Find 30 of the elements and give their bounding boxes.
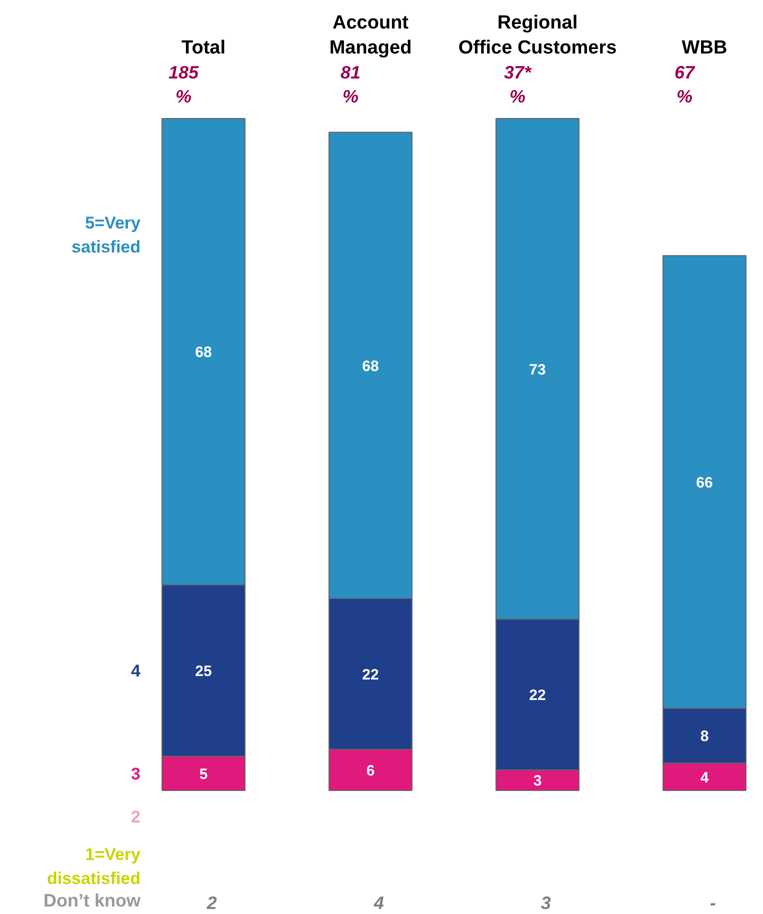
data-label: 3	[533, 772, 542, 790]
x-tick-label: Total	[182, 38, 226, 58]
data-label: 5	[199, 766, 208, 783]
data-label: 68	[362, 358, 379, 375]
data-label: 68	[195, 344, 212, 362]
data-label: 73	[529, 361, 546, 378]
data-label: 25	[195, 663, 212, 680]
text: Don’t know	[44, 890, 142, 910]
text: 81 %	[340, 62, 360, 106]
text: 2	[206, 893, 217, 913]
series-label: 3	[131, 764, 141, 784]
text: 4	[372, 893, 384, 913]
text: -	[710, 893, 716, 913]
x-tick-label: WBB	[682, 38, 728, 58]
x-tick-label: Regional Office Customers	[458, 12, 617, 58]
data-label: 22	[362, 666, 379, 684]
text: 67 %	[674, 62, 696, 106]
text: 37* %	[504, 62, 532, 106]
series-label: 4	[131, 662, 142, 680]
data-label: 6	[366, 762, 375, 780]
data-label: 66	[696, 474, 713, 492]
series-label: 5=Very satisfied	[72, 214, 142, 256]
x-tick-label: Account Managed	[329, 12, 412, 58]
text: 185 %	[168, 62, 200, 106]
data-label: 22	[529, 687, 546, 704]
data-label: 8	[700, 728, 709, 746]
legend-label: 1=Very dissatisfied	[46, 845, 142, 888]
text: 3	[540, 893, 551, 913]
data-label: 4	[700, 769, 710, 786]
legend-label: 2	[131, 808, 141, 826]
